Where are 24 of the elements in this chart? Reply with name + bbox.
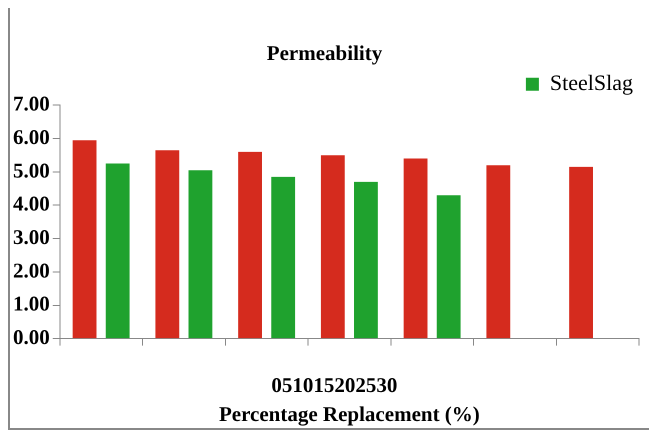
bar	[320, 155, 345, 338]
y-tick-label: 0.00	[13, 325, 50, 350]
bar	[354, 182, 378, 338]
text: 051015202530	[271, 373, 398, 398]
y-tick-label: 4.00	[13, 192, 50, 216]
bar	[569, 166, 593, 338]
x-axis-title: Percentage Replacement (%)	[218, 402, 480, 426]
bar	[72, 140, 96, 338]
legend-label: SteelSlag	[550, 70, 634, 95]
bar	[486, 165, 510, 338]
chart-title: Permeability	[266, 41, 383, 66]
bar	[271, 176, 296, 338]
bar	[436, 195, 461, 338]
y-tick-label: 6.00	[13, 124, 50, 149]
y-tick-label: 7.00	[13, 92, 50, 116]
bar	[404, 158, 428, 338]
y-tick-label: 3.00	[13, 224, 50, 249]
y-tick-label: 1.00	[13, 292, 50, 316]
y-tick-label: 2.00	[13, 258, 50, 282]
bar	[155, 150, 180, 338]
bar	[238, 152, 262, 338]
bar	[188, 170, 212, 338]
bar	[106, 164, 130, 338]
y-tick-label: 5.00	[13, 158, 50, 182]
